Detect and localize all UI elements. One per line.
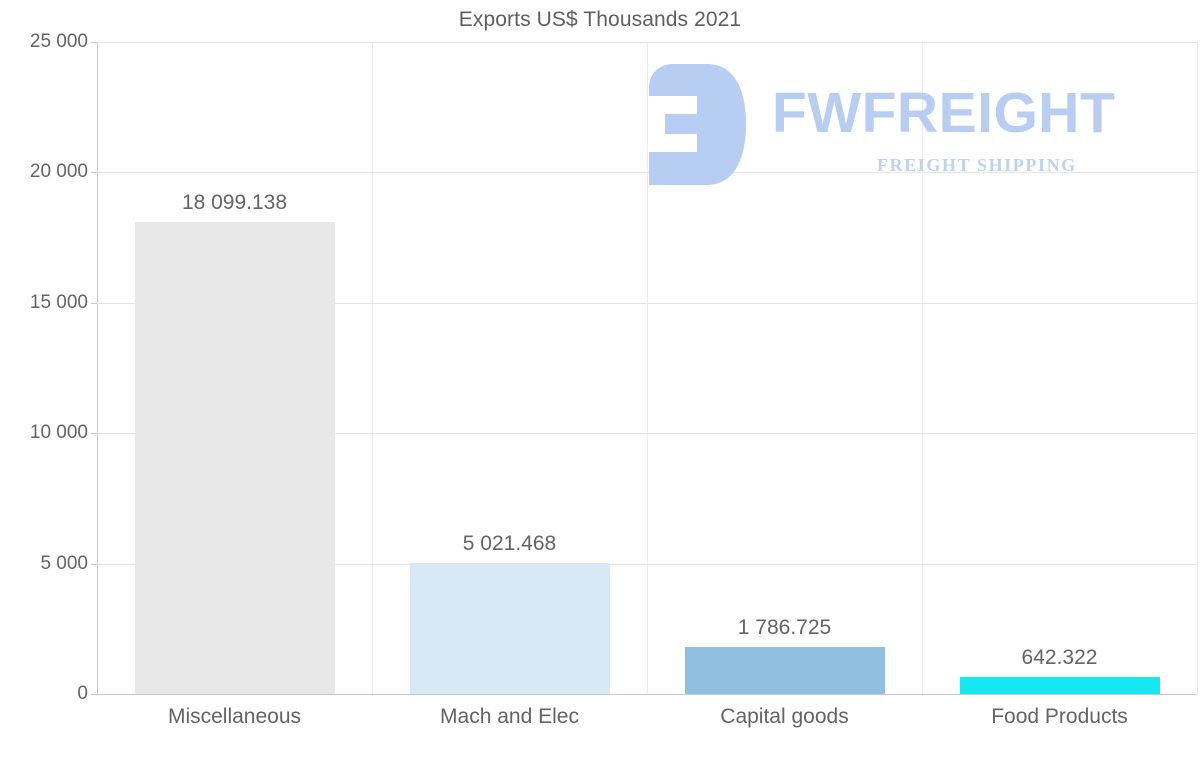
y-tick-mark-15000 [91,302,97,304]
bar-value-label: 642.322 [1021,646,1098,670]
y-tick-label-20000: 20 000 [29,161,88,183]
gridline-x-2 [647,42,648,694]
bar-value-label: 18 099.138 [181,190,288,214]
y-tick-mark-20000 [91,172,97,174]
y-axis-line [97,42,98,695]
gridline-x-1 [372,42,373,694]
chart-title: Exports US$ Thousands 2021 [458,8,742,31]
bar-value-label: 1 786.725 [737,616,832,640]
y-tick-mark-5000 [91,563,97,565]
y-tick-label-15000: 15 000 [29,291,88,313]
gridline-x-3 [922,42,923,694]
bar[interactable] [409,563,610,694]
x-category-label: Capital goods [720,705,849,728]
y-tick-mark-0 [91,694,97,695]
bar[interactable] [134,221,335,694]
y-tick-label-10000: 10 000 [29,422,88,444]
gridline-y-0 [97,694,1197,695]
y-tick-label-5000: 5 000 [40,552,88,574]
y-tick-label-0: 0 [77,683,88,704]
bar-value-label: 5 021.468 [462,532,557,556]
plot-area [97,42,1198,695]
y-tick-label-25000: 25 000 [29,31,88,52]
bar[interactable] [959,677,1160,694]
x-category-label: Mach and Elec [440,705,579,728]
gridline-x-4 [1197,42,1198,694]
y-tick-mark-25000 [91,42,97,43]
x-category-label: Food Products [991,705,1128,728]
y-tick-mark-10000 [91,433,97,435]
bar[interactable] [684,647,885,694]
x-category-label: Miscellaneous [167,705,302,728]
